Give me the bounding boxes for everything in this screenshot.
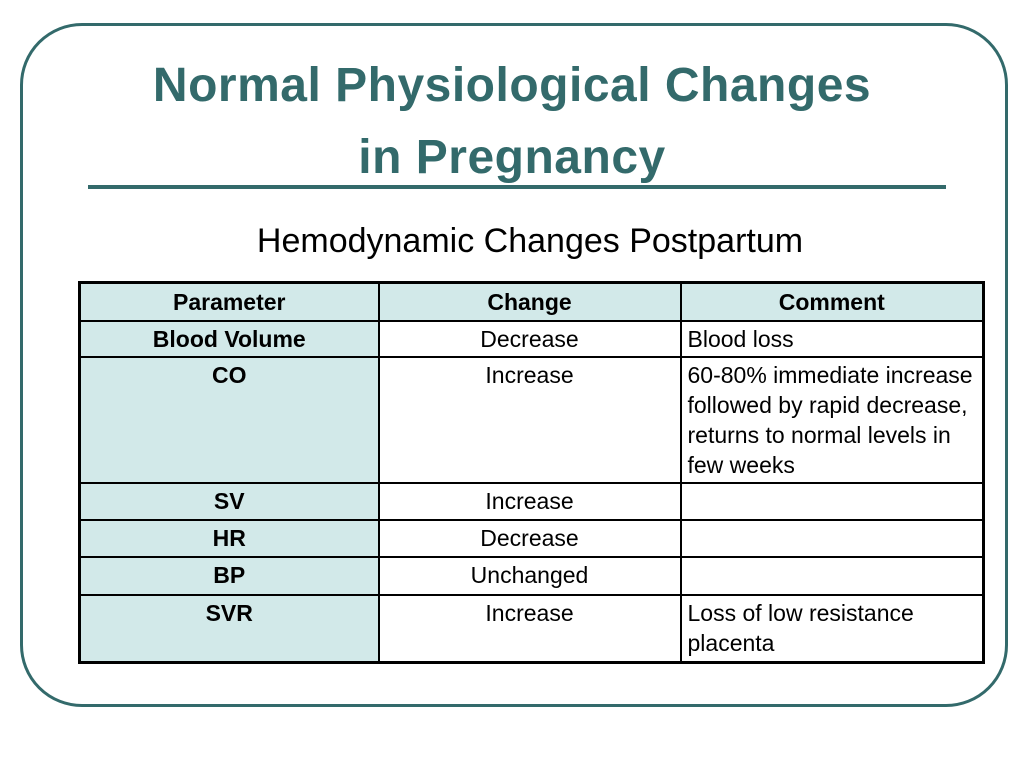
comment-cell	[679, 556, 985, 596]
table-row: SV Increase	[78, 482, 985, 521]
table-header-row: Parameter Change Comment	[78, 281, 985, 322]
slide-title: Normal Physiological Changes in Pregnancy	[0, 50, 1024, 194]
slide-title-line-1: Normal Physiological Changes	[152, 59, 872, 112]
table-row: BP Unchanged	[78, 556, 985, 596]
change-cell: Increase	[377, 356, 682, 484]
table-row: HR Decrease	[78, 519, 985, 558]
parameter-cell: CO	[78, 356, 380, 484]
parameter-cell: SVR	[78, 594, 380, 663]
change-cell: Decrease	[377, 320, 682, 358]
change-cell: Increase	[377, 482, 682, 521]
slide-border-frame	[20, 23, 1008, 707]
parameter-cell: BP	[78, 556, 380, 596]
column-header-parameter: Parameter	[78, 281, 380, 322]
column-header-comment: Comment	[679, 281, 985, 322]
change-cell: Increase	[377, 594, 682, 663]
table-row: Blood Volume Decrease Blood loss	[78, 320, 985, 358]
slide-title-line-2: in Pregnancy	[358, 131, 666, 184]
table-row: SVR Increase Loss of low resistance plac…	[78, 594, 985, 663]
parameter-cell: Blood Volume	[78, 320, 380, 358]
title-underline-rule	[88, 185, 946, 189]
table-subtitle: Hemodynamic Changes Postpartum	[256, 222, 804, 260]
comment-cell: Blood loss	[679, 320, 985, 358]
comment-cell	[679, 482, 985, 521]
comment-cell: 60-80% immediate increase followed by ra…	[679, 356, 985, 484]
column-header-change: Change	[377, 281, 682, 322]
parameter-cell: HR	[78, 519, 380, 558]
comment-cell: Loss of low resistance placenta	[679, 594, 985, 663]
hemodynamic-changes-table: Parameter Change Comment Blood Volume De…	[78, 281, 985, 664]
change-cell: Unchanged	[377, 556, 682, 596]
table-row: CO Increase 60-80% immediate increase fo…	[78, 356, 985, 484]
comment-cell	[679, 519, 985, 558]
change-cell: Decrease	[377, 519, 682, 558]
parameter-cell: SV	[78, 482, 380, 521]
